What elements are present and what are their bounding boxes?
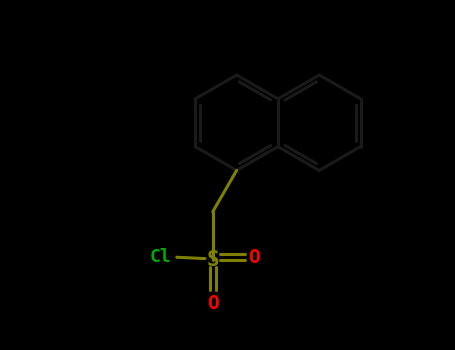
Text: O: O [207, 294, 218, 313]
Text: O: O [248, 248, 260, 267]
Text: S: S [207, 250, 219, 270]
Text: Cl: Cl [150, 248, 172, 266]
